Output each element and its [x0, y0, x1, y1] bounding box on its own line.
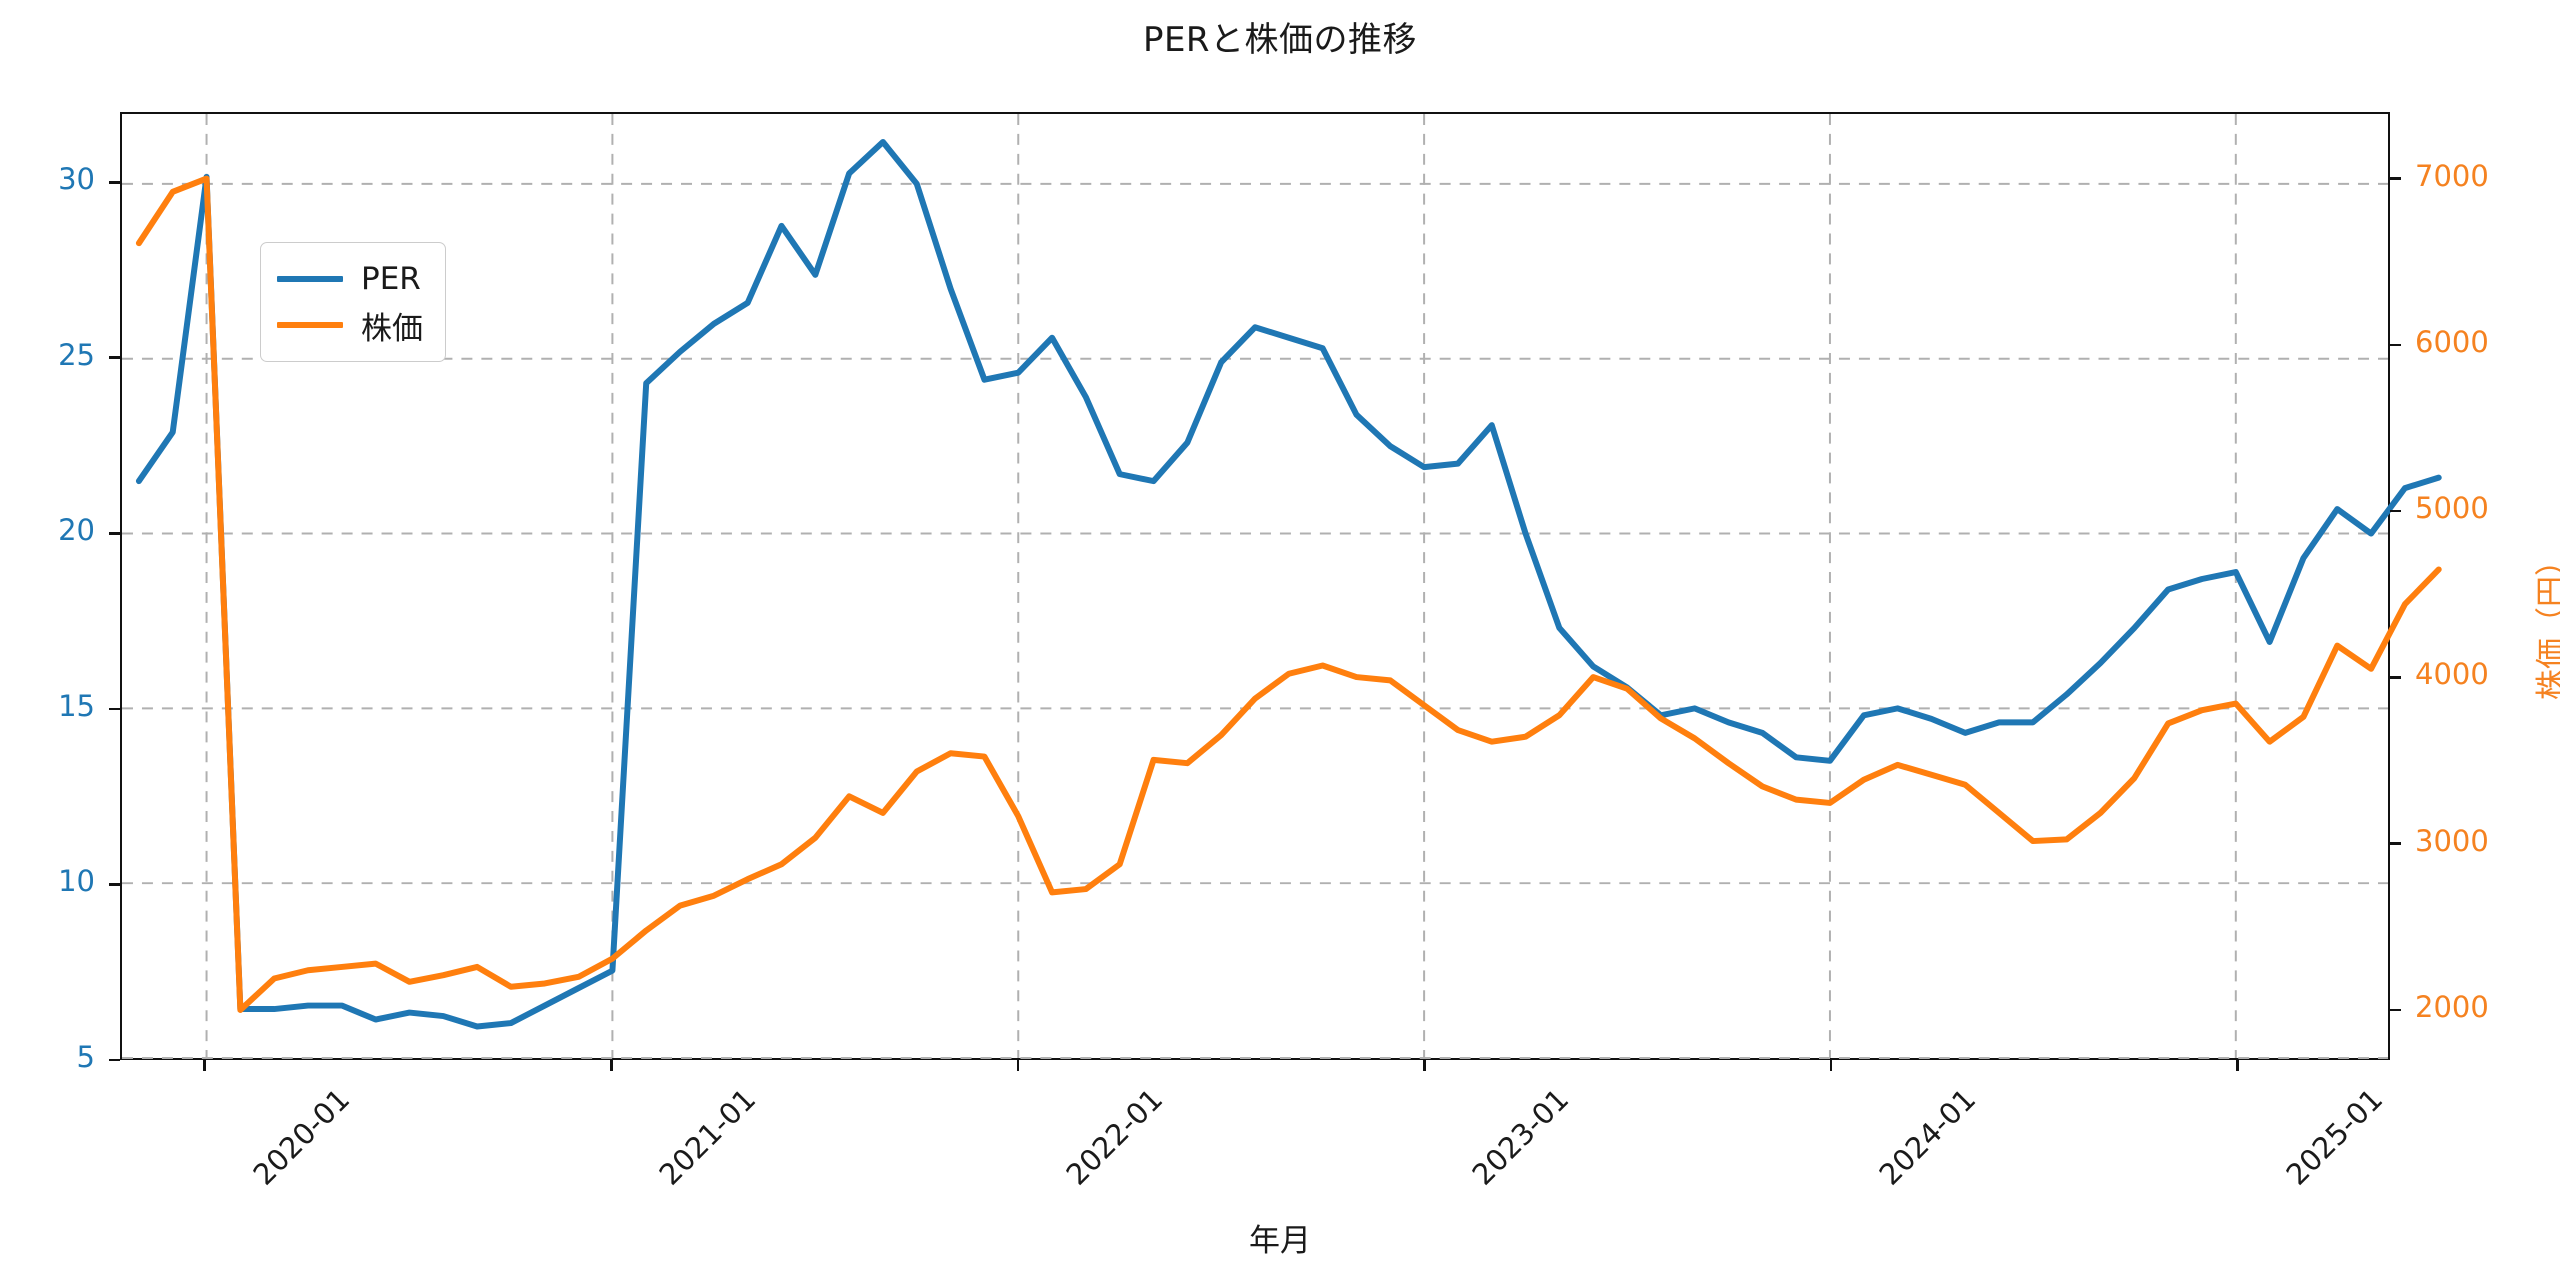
y-right-tick-label: 2000 — [2415, 990, 2489, 1025]
x-tick-label: 2020-01 — [246, 1082, 356, 1192]
legend-item-per[interactable]: PER — [277, 256, 423, 302]
x-tick-label: 2022-01 — [1059, 1082, 1170, 1192]
y-right-tick-mark — [2390, 343, 2401, 347]
x-tick-mark — [1016, 1060, 1020, 1071]
y-right-tick-mark — [2390, 842, 2401, 846]
y-left-tick-label: 30 — [58, 162, 95, 197]
series-line-PER — [135, 138, 2442, 1030]
x-tick-mark — [1423, 1060, 1426, 1071]
legend-label-per: PER — [361, 261, 421, 297]
series-line-株価 — [135, 175, 2442, 1013]
y-right-tick-mark — [2390, 676, 2401, 679]
x-tick-label: 2024-01 — [1872, 1082, 1983, 1192]
legend-label-kabuka: 株価 — [361, 310, 423, 347]
x-tick-mark — [609, 1060, 613, 1071]
y-left-tick-mark — [109, 356, 120, 360]
y-right-tick-label: 6000 — [2415, 324, 2489, 359]
x-axis-title: 年月 — [1249, 1223, 1311, 1259]
y-left-tick-label: 10 — [58, 864, 95, 899]
y-left-tick-label: 15 — [58, 688, 95, 723]
y-left-tick-mark — [109, 1058, 120, 1062]
y-left-tick-mark — [109, 883, 120, 886]
x-tick-mark — [2236, 1060, 2239, 1071]
data-series-layer — [135, 138, 2442, 1030]
x-tick-label: 2025-01 — [2279, 1082, 2389, 1192]
y-right-tick-mark — [2390, 177, 2401, 180]
y-left-tick-mark — [109, 707, 120, 711]
x-tick-label: 2023-01 — [1465, 1082, 1576, 1192]
x-tick-mark — [203, 1060, 206, 1071]
y-right-tick-label: 7000 — [2415, 158, 2489, 193]
legend-item-kabuka[interactable]: 株価 — [277, 302, 423, 348]
y-right-tick-label: 4000 — [2415, 657, 2489, 692]
y-left-tick-label: 25 — [58, 337, 95, 372]
x-tick-mark — [1829, 1060, 1833, 1071]
y-left-tick-mark — [109, 532, 120, 535]
y-right-tick-mark — [2390, 1008, 2401, 1012]
y-right-tick-label: 5000 — [2415, 491, 2489, 526]
page-title: PERと株価の推移 — [1142, 20, 1418, 60]
y-left-tick-label: 20 — [58, 513, 95, 548]
y-right-tick-label: 3000 — [2415, 823, 2489, 858]
gridlines — [122, 114, 2388, 1059]
legend[interactable]: PER 株価 — [260, 242, 446, 362]
x-tick-label: 2021-01 — [652, 1082, 763, 1192]
y-left-tick-label: 5 — [76, 1040, 95, 1074]
y-right-tick-mark — [2390, 509, 2401, 513]
legend-swatch-kabuka — [277, 322, 343, 328]
plot-area: PER 株価 — [120, 112, 2442, 1060]
legend-swatch-per — [277, 276, 343, 282]
y-left-tick-mark — [109, 180, 120, 184]
